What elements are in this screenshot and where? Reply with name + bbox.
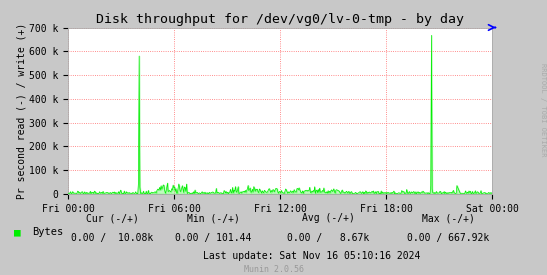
Y-axis label: Pr second read (-) / write (+): Pr second read (-) / write (+)	[16, 23, 26, 199]
Text: 0.00 /   8.67k: 0.00 / 8.67k	[287, 233, 369, 243]
Text: Max (-/+): Max (-/+)	[422, 213, 475, 223]
Text: Min (-/+): Min (-/+)	[187, 213, 240, 223]
Text: RRDTOOL / TOBI OETIKER: RRDTOOL / TOBI OETIKER	[540, 63, 546, 157]
Text: Munin 2.0.56: Munin 2.0.56	[243, 265, 304, 274]
Text: Avg (-/+): Avg (-/+)	[302, 213, 354, 223]
Text: Last update: Sat Nov 16 05:10:16 2024: Last update: Sat Nov 16 05:10:16 2024	[203, 251, 421, 261]
Text: ■: ■	[14, 227, 20, 237]
Text: 0.00 / 667.92k: 0.00 / 667.92k	[408, 233, 490, 243]
Text: 0.00 / 101.44: 0.00 / 101.44	[175, 233, 252, 243]
Text: Cur (-/+): Cur (-/+)	[86, 213, 138, 223]
Text: 0.00 /  10.08k: 0.00 / 10.08k	[71, 233, 153, 243]
Title: Disk throughput for /dev/vg0/lv-0-tmp - by day: Disk throughput for /dev/vg0/lv-0-tmp - …	[96, 13, 464, 26]
Text: Bytes: Bytes	[32, 227, 63, 237]
